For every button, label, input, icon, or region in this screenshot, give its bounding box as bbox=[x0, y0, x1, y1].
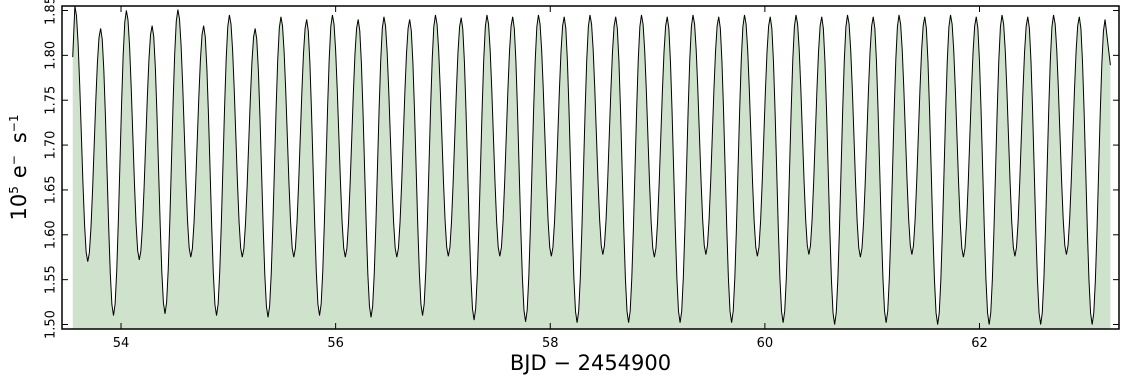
y-tick-label: 1.60 bbox=[44, 220, 59, 249]
y-axis-title-base-exp: 5 bbox=[7, 186, 21, 194]
y-axis-title-unit2-exp: −1 bbox=[7, 114, 21, 132]
x-tick-label: 54 bbox=[113, 336, 130, 351]
y-tick-label: 1.75 bbox=[44, 86, 59, 115]
axes-ticks: 54 56 58 60 62 1.50 1.55 1.60 1.65 1.70 1.75 1.80 1.… bbox=[44, 0, 1119, 351]
x-tick-label: 62 bbox=[971, 336, 988, 351]
plot-area bbox=[72, 5, 1111, 329]
x-axis-title: BJD − 2454900 bbox=[510, 351, 671, 375]
x-tick-label: 56 bbox=[327, 336, 344, 351]
y-tick-label: 1.65 bbox=[44, 175, 59, 204]
y-axis-title-base: 10 bbox=[7, 194, 31, 221]
y-tick-label: 1.85 bbox=[44, 0, 59, 25]
y-tick-label: 1.50 bbox=[44, 310, 59, 339]
series-line bbox=[72, 5, 1111, 325]
plot-frame bbox=[61, 5, 1120, 330]
y-axis-title-unit1: e bbox=[7, 165, 31, 178]
y-axis-title: 105 e− s−1 bbox=[7, 114, 31, 220]
y-tick-label: 1.70 bbox=[44, 131, 59, 160]
y-axis-title-unit2: s bbox=[7, 132, 31, 143]
y-tick-label: 1.55 bbox=[44, 265, 59, 294]
y-tick-label: 1.80 bbox=[44, 41, 59, 70]
series-fill-area bbox=[72, 6, 1111, 329]
y-axis-title-unit1-exp: − bbox=[7, 155, 21, 165]
x-tick-label: 60 bbox=[757, 336, 774, 351]
x-tick-label: 58 bbox=[542, 336, 559, 351]
